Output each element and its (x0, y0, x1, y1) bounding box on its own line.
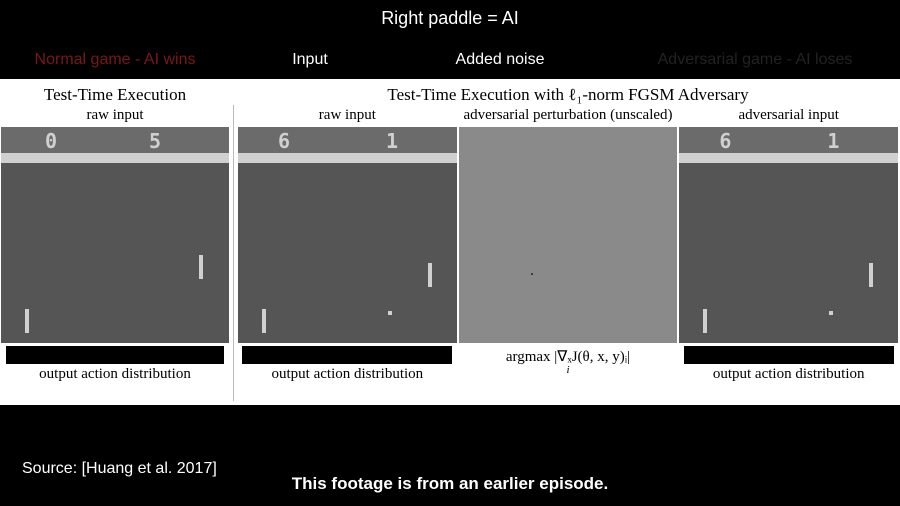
left-panel: Test-Time Execution raw input 05 output … (0, 79, 230, 405)
pong-frame-raw: 61 (238, 127, 457, 343)
pong-frame-left: 05 (1, 127, 229, 343)
figure-strip: Test-Time Execution raw input 05 output … (0, 79, 900, 405)
subcol-raw: raw input 61 output action distribution (237, 105, 458, 405)
output-label-raw: output action distribution (272, 364, 424, 383)
top-title: Right paddle = AI (0, 0, 900, 37)
category-noise: Added noise (390, 51, 610, 69)
subcol-noise: adversarial perturbation (unscaled) argm… (458, 105, 679, 405)
output-bar-adv (684, 346, 894, 364)
panel-divider (233, 105, 234, 401)
bottom-area: Source: [Huang et al. 2017] This footage… (0, 414, 900, 506)
category-row: Normal game - AI wins Input Added noise … (0, 37, 900, 79)
sublabel-noise: adversarial perturbation (unscaled) (463, 105, 672, 127)
argmax-formula: argmax |∇ₓJ(θ, x, y)ᵢ| i (506, 343, 630, 376)
sublabel-adv: adversarial input (738, 105, 838, 127)
category-normal: Normal game - AI wins (0, 51, 230, 69)
subcol-adv: adversarial input 61 output action distr… (678, 105, 899, 405)
output-label-adv: output action distribution (713, 364, 865, 383)
right-panel: Test-Time Execution with ℓ₁-norm FGSM Ad… (237, 79, 899, 405)
category-input: Input (230, 51, 390, 69)
sublabel-raw: raw input (319, 105, 376, 127)
output-label-left: output action distribution (39, 364, 191, 383)
left-subcol: raw input 05 output action distribution (0, 105, 230, 383)
left-panel-title: Test-Time Execution (0, 83, 230, 105)
noise-frame (459, 127, 678, 343)
category-adversarial: Adversarial game - AI loses (610, 51, 900, 69)
pong-frame-adv: 61 (679, 127, 898, 343)
output-bar-left (6, 346, 225, 364)
video-caption: This footage is from an earlier episode. (0, 474, 900, 494)
formula-subscript: i (506, 364, 630, 376)
output-bar-raw (242, 346, 452, 364)
formula-text: argmax |∇ₓJ(θ, x, y)ᵢ| (506, 349, 630, 365)
right-panel-title: Test-Time Execution with ℓ₁-norm FGSM Ad… (237, 83, 899, 105)
left-sublabel: raw input (86, 105, 143, 127)
